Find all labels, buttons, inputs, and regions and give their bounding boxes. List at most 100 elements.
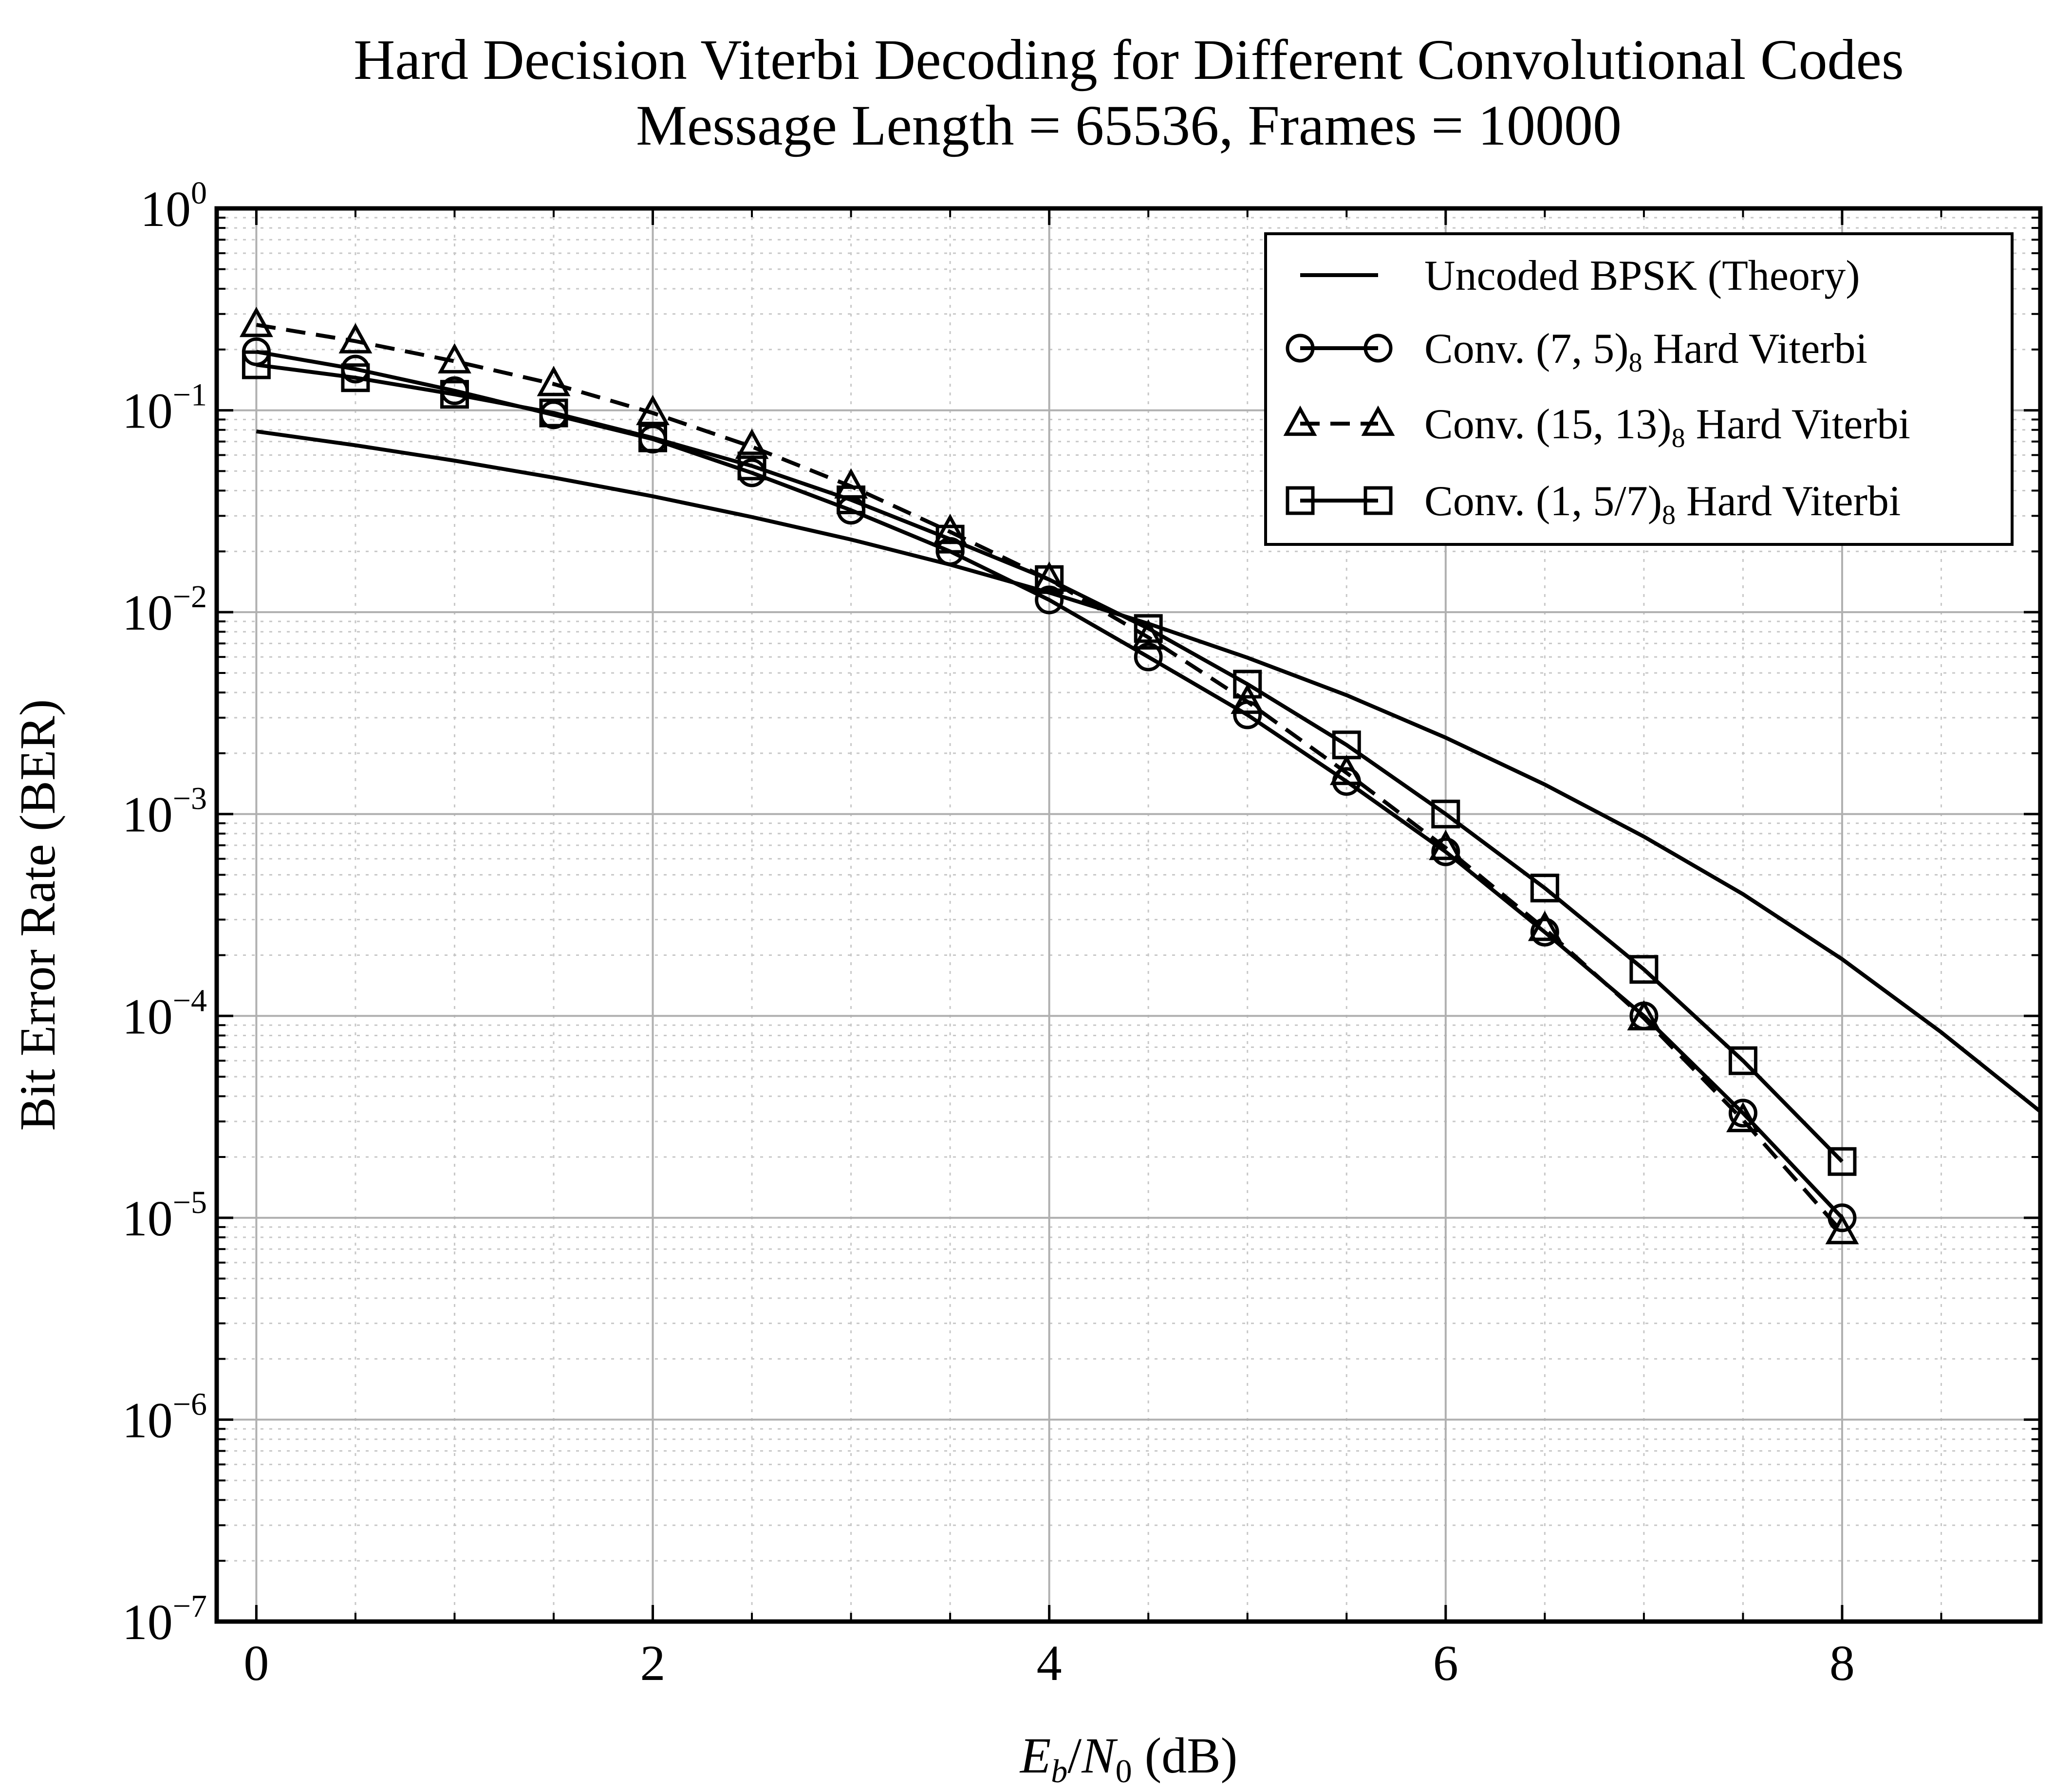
legend-label-text: Conv. (7, 5)	[1424, 325, 1629, 373]
x-tick-labels: 0 2 4 6 8	[243, 1635, 1855, 1691]
legend-label-text: Uncoded BPSK (Theory)	[1424, 252, 1860, 299]
y-tick-exponent: −1	[173, 377, 207, 413]
circle-marker	[1286, 334, 1315, 363]
square-marker	[837, 485, 866, 515]
square-marker	[1828, 1147, 1857, 1176]
y-tick-exponent: −6	[173, 1386, 207, 1422]
legend-label-text: Conv. (1, 5/7)	[1424, 478, 1662, 525]
triangle-marker	[537, 366, 571, 396]
y-tick-base: 10	[122, 989, 173, 1045]
circle-marker	[1134, 642, 1163, 672]
y-tick-base: 10	[122, 383, 173, 439]
circle-marker	[1530, 917, 1559, 947]
series-2	[239, 306, 1859, 1245]
x-tick-label: 0	[243, 1635, 269, 1691]
svg-text:Eb/N0 (dB): Eb/N0 (dB)	[1019, 1728, 1237, 1789]
y-tick-exponent: −4	[173, 983, 207, 1018]
triangle-marker	[1528, 911, 1562, 941]
x-axis-label: Eb/N0 (dB)	[1019, 1728, 1237, 1790]
square-marker	[1431, 800, 1460, 829]
y-tick-exponent: −7	[173, 1588, 207, 1624]
square-marker	[1233, 670, 1262, 699]
series-3	[242, 350, 1857, 1176]
legend-label: Conv. (1, 5/7)8 Hard Viterbi	[1424, 478, 1901, 530]
square-marker	[1286, 486, 1315, 515]
legend-label-post: Hard Viterbi	[1685, 401, 1910, 448]
chart-title-line-1: Hard Decision Viterbi Decoding for Diffe…	[354, 28, 1904, 92]
y-tick-base: 10	[122, 585, 173, 641]
triangle-marker	[834, 468, 868, 499]
x-label-unit: (dB)	[1132, 1728, 1238, 1784]
x-tick-label: 2	[640, 1635, 666, 1691]
square-marker	[242, 350, 271, 379]
series-line	[256, 323, 1844, 1233]
legend-label-post: Hard Viterbi	[1643, 325, 1867, 373]
x-tick-label: 8	[1829, 1635, 1855, 1691]
triangle-marker	[1361, 405, 1395, 436]
circle-marker	[1728, 1099, 1757, 1128]
square-marker	[1332, 730, 1361, 760]
triangle-marker	[1283, 405, 1317, 436]
triangle-marker	[636, 394, 670, 426]
legend-label-text: Conv. (15, 13)	[1424, 401, 1672, 448]
y-tick-base: 10	[122, 1392, 173, 1448]
triangle-marker	[1726, 1101, 1760, 1133]
y-tick-exponent: −5	[173, 1185, 207, 1220]
circle-marker	[1431, 837, 1460, 866]
legend: Uncoded BPSK (Theory)Conv. (7, 5)8 Hard …	[1264, 232, 2014, 546]
legend-label: Uncoded BPSK (Theory)	[1424, 252, 1860, 299]
legend-label-sub: 8	[1629, 348, 1643, 378]
triangle-marker	[1825, 1213, 1859, 1245]
y-tick-label: 100	[140, 175, 207, 237]
plot-frame	[214, 206, 2043, 1624]
square-marker	[1629, 955, 1659, 984]
series-line	[256, 363, 1844, 1163]
triangle-marker	[438, 343, 471, 373]
square-marker	[440, 380, 469, 409]
chart-title-line-2: Message Length = 65536, Frames = 10000	[636, 93, 1622, 157]
square-marker	[638, 423, 668, 452]
y-tick-base: 10	[122, 1191, 173, 1247]
square-marker	[935, 524, 965, 554]
y-tick-base: 10	[122, 787, 173, 843]
grid-minor	[217, 208, 2041, 1622]
triangle-marker	[933, 513, 967, 544]
circle-marker	[1035, 585, 1064, 615]
triangle-marker	[239, 306, 273, 337]
square-marker	[341, 363, 370, 392]
circle-marker	[1363, 334, 1393, 363]
y-tick-label: 10−7	[122, 1588, 207, 1650]
triangle-marker	[1429, 829, 1463, 860]
y-tick-base: 10	[140, 181, 191, 237]
y-tick-label: 10−5	[122, 1185, 207, 1247]
legend-label-post: Hard Viterbi	[1676, 478, 1901, 525]
x-label-n: N	[1081, 1728, 1118, 1784]
square-marker	[1728, 1046, 1757, 1075]
square-marker	[1363, 486, 1393, 515]
legend-label: Conv. (15, 13)8 Hard Viterbi	[1424, 401, 1910, 453]
square-marker	[737, 451, 766, 481]
triangle-marker	[1231, 683, 1265, 714]
triangle-marker	[735, 429, 769, 459]
square-marker	[1134, 614, 1163, 643]
chart-title: Hard Decision Viterbi Decoding for Diffe…	[354, 28, 1904, 157]
triangle-marker	[1131, 619, 1165, 650]
x-label-e-sub: b	[1051, 1753, 1067, 1789]
grid-major	[217, 208, 2040, 1622]
x-label-slash: /	[1067, 1728, 1082, 1784]
triangle-marker	[338, 323, 373, 354]
y-tick-exponent: 0	[191, 175, 207, 211]
y-tick-label: 10−3	[122, 781, 207, 843]
legend-label-sub: 8	[1662, 500, 1676, 530]
y-tick-exponent: −2	[173, 579, 207, 615]
y-tick-label: 10−2	[122, 579, 207, 641]
triangle-marker	[1329, 754, 1363, 785]
y-tick-base: 10	[122, 1594, 173, 1650]
y-axis-label: Bit Error Rate (BER)	[10, 699, 66, 1131]
square-marker	[1530, 874, 1559, 903]
x-tick-label: 4	[1037, 1635, 1062, 1691]
y-tick-label: 10−1	[122, 377, 207, 439]
square-marker	[1035, 565, 1064, 594]
